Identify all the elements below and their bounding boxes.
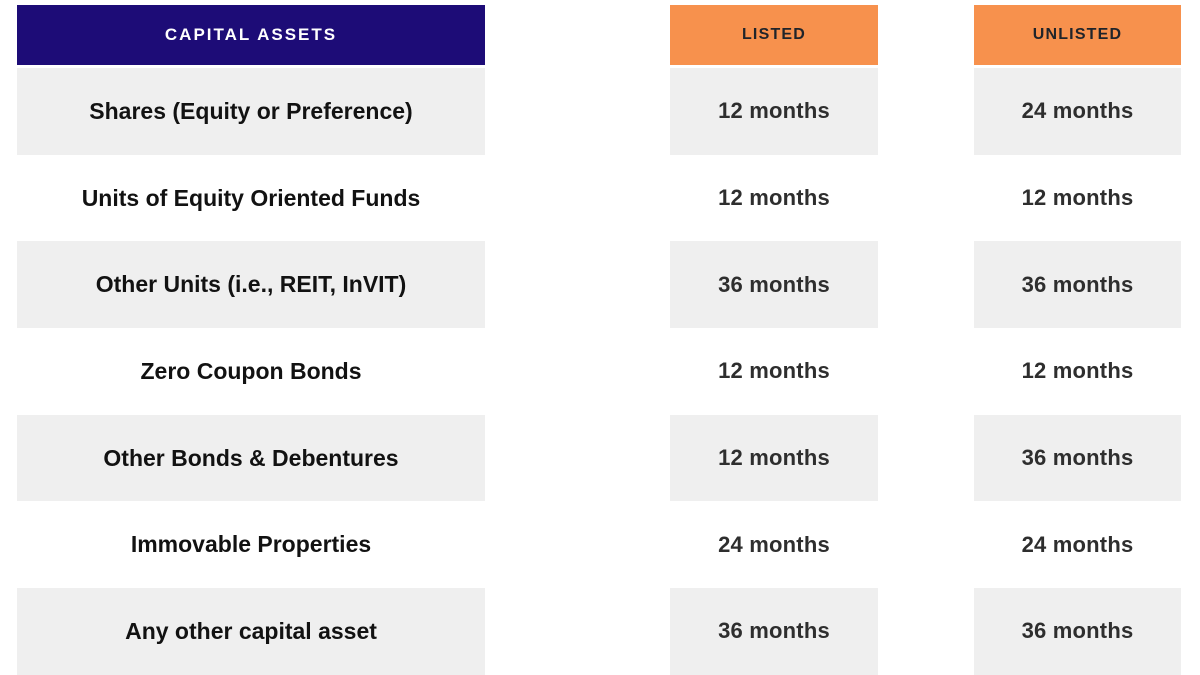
column-gap: [485, 5, 670, 68]
asset-name-cell: Other Bonds & Debentures: [17, 414, 485, 502]
column-gap: [878, 501, 974, 588]
listed-period-cell: 12 months: [718, 358, 830, 384]
listed-period-cell: 24 months: [718, 531, 830, 557]
column-gap: [878, 5, 974, 68]
column-gap: [485, 241, 670, 328]
column-gap: [878, 241, 974, 328]
asset-name-cell: Units of Equity Oriented Funds: [81, 184, 421, 211]
unlisted-period-cell: 24 months: [974, 68, 1181, 155]
column-gap: [485, 328, 670, 415]
column-gap: [485, 501, 670, 588]
unlisted-period-cell: 36 months: [974, 414, 1181, 502]
asset-name-cell: Immovable Properties: [130, 531, 372, 558]
column-gap: [485, 68, 670, 155]
unlisted-period-cell: 36 months: [974, 241, 1181, 329]
column-gap: [878, 68, 974, 155]
listed-period-cell: 12 months: [670, 68, 878, 155]
listed-period-cell: 36 months: [670, 241, 878, 329]
column-gap: [485, 155, 670, 242]
column-gap: [878, 328, 974, 415]
asset-name-cell: Shares (Equity or Preference): [17, 68, 485, 155]
listed-period-cell: 12 months: [718, 185, 830, 211]
column-header-unlisted: UNLISTED: [974, 5, 1181, 65]
asset-name-cell: Any other capital asset: [17, 588, 485, 675]
column-gap: [485, 588, 670, 675]
unlisted-period-cell: 12 months: [1021, 358, 1134, 384]
unlisted-period-cell: 12 months: [1021, 185, 1134, 211]
column-header-listed: LISTED: [670, 5, 878, 65]
asset-name-cell: Other Units (i.e., REIT, InVIT): [17, 241, 485, 329]
unlisted-period-cell: 36 months: [974, 588, 1181, 675]
column-gap: [878, 155, 974, 242]
column-gap: [878, 415, 974, 502]
listed-period-cell: 36 months: [670, 588, 878, 675]
column-gap: [878, 588, 974, 675]
asset-name-cell: Zero Coupon Bonds: [140, 357, 362, 384]
column-header-capital-assets: CAPITAL ASSETS: [17, 5, 485, 65]
column-gap: [485, 415, 670, 502]
listed-period-cell: 12 months: [670, 414, 878, 502]
unlisted-period-cell: 24 months: [1021, 531, 1134, 557]
